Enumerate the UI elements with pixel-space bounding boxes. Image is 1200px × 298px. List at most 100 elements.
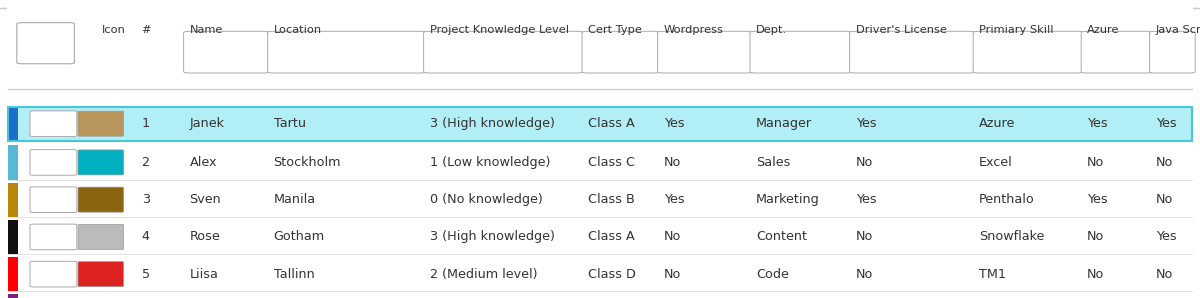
Text: Name: Name (190, 25, 223, 35)
Text: No: No (856, 156, 872, 169)
Text: 2 (Medium level): 2 (Medium level) (430, 268, 538, 281)
Text: Yes: Yes (664, 193, 684, 206)
Text: Class C: Class C (588, 156, 635, 169)
Text: Java Script: Java Script (1156, 25, 1200, 35)
FancyBboxPatch shape (30, 187, 77, 212)
Bar (8, 182, 18, 217)
Text: Alex: Alex (190, 156, 217, 169)
Text: Class A: Class A (588, 230, 635, 243)
Text: 2: 2 (142, 156, 150, 169)
Bar (8, 107, 18, 141)
FancyBboxPatch shape (30, 150, 77, 175)
Text: 5: 5 (142, 268, 150, 281)
Bar (8, 145, 1192, 179)
Bar (8, 182, 1192, 217)
Text: Tallinn: Tallinn (274, 268, 314, 281)
Bar (8, 220, 18, 254)
Text: Manager: Manager (756, 117, 812, 130)
Text: No: No (664, 156, 680, 169)
Text: Yes: Yes (1087, 117, 1108, 130)
Text: Driver's License: Driver's License (856, 25, 947, 35)
Text: No: No (1156, 193, 1172, 206)
FancyBboxPatch shape (973, 31, 1084, 73)
FancyBboxPatch shape (30, 261, 77, 287)
Text: Wordpress: Wordpress (664, 25, 724, 35)
Text: Janek: Janek (190, 117, 224, 130)
Text: 3 (High knowledge): 3 (High knowledge) (430, 230, 554, 243)
FancyBboxPatch shape (78, 224, 124, 249)
Text: Yes: Yes (664, 117, 684, 130)
Bar (8, 257, 18, 291)
Text: Primiary Skill: Primiary Skill (979, 25, 1054, 35)
Bar (8, 294, 1192, 298)
Text: Class D: Class D (588, 268, 636, 281)
Text: Yes: Yes (1087, 193, 1108, 206)
Text: No: No (1087, 268, 1104, 281)
Text: No: No (664, 268, 680, 281)
FancyBboxPatch shape (78, 111, 124, 136)
Text: Rose: Rose (190, 230, 221, 243)
Text: Dept.: Dept. (756, 25, 787, 35)
Text: No: No (1156, 268, 1172, 281)
Text: Penthalo: Penthalo (979, 193, 1034, 206)
Bar (8, 107, 1192, 141)
Bar (8, 107, 1192, 141)
FancyBboxPatch shape (424, 31, 583, 73)
Text: Sven: Sven (190, 193, 221, 206)
Text: No: No (1087, 230, 1104, 243)
Text: Excel: Excel (979, 156, 1013, 169)
FancyBboxPatch shape (30, 111, 77, 136)
FancyBboxPatch shape (658, 31, 754, 73)
FancyBboxPatch shape (850, 31, 976, 73)
Text: No: No (1156, 156, 1172, 169)
FancyBboxPatch shape (1081, 31, 1153, 73)
Text: 1: 1 (142, 117, 150, 130)
FancyBboxPatch shape (78, 187, 124, 212)
FancyBboxPatch shape (750, 31, 852, 73)
Text: #: # (142, 25, 151, 35)
Text: Cert Type: Cert Type (588, 25, 642, 35)
FancyBboxPatch shape (268, 31, 426, 73)
Text: Liisa: Liisa (190, 268, 218, 281)
Text: 1 (Low knowledge): 1 (Low knowledge) (430, 156, 550, 169)
Text: Yes: Yes (856, 193, 876, 206)
Text: Class A: Class A (588, 117, 635, 130)
FancyBboxPatch shape (17, 23, 74, 64)
Text: Project Knowledge Level: Project Knowledge Level (430, 25, 569, 35)
FancyBboxPatch shape (582, 31, 660, 73)
Text: 3 (High knowledge): 3 (High knowledge) (430, 117, 554, 130)
Text: Yes: Yes (1156, 230, 1176, 243)
Text: 0 (No knowledge): 0 (No knowledge) (430, 193, 542, 206)
FancyBboxPatch shape (184, 31, 270, 73)
Text: Sales: Sales (756, 156, 791, 169)
Text: No: No (856, 230, 872, 243)
FancyBboxPatch shape (1150, 31, 1195, 73)
FancyBboxPatch shape (0, 8, 1200, 298)
Bar (8, 220, 1192, 254)
Bar (8, 257, 1192, 291)
Text: Gotham: Gotham (274, 230, 325, 243)
Text: Content: Content (756, 230, 808, 243)
Text: Stockholm: Stockholm (274, 156, 341, 169)
Text: Azure: Azure (1087, 25, 1120, 35)
FancyBboxPatch shape (30, 224, 77, 250)
Text: 3: 3 (142, 193, 150, 206)
Text: Yes: Yes (856, 117, 876, 130)
Text: Code: Code (756, 268, 788, 281)
Text: Class B: Class B (588, 193, 635, 206)
Text: Snowflake: Snowflake (979, 230, 1044, 243)
Bar (8, 145, 18, 179)
Text: Location: Location (274, 25, 322, 35)
Text: Tartu: Tartu (274, 117, 306, 130)
FancyBboxPatch shape (78, 262, 124, 287)
Bar (8, 294, 18, 298)
Bar (7, 0, 1193, 89)
Text: No: No (1087, 156, 1104, 169)
Text: Marketing: Marketing (756, 193, 820, 206)
Text: Yes: Yes (1156, 117, 1176, 130)
Text: Manila: Manila (274, 193, 316, 206)
Text: No: No (856, 268, 872, 281)
Text: No: No (664, 230, 680, 243)
Text: Icon: Icon (102, 25, 126, 35)
Text: TM1: TM1 (979, 268, 1006, 281)
